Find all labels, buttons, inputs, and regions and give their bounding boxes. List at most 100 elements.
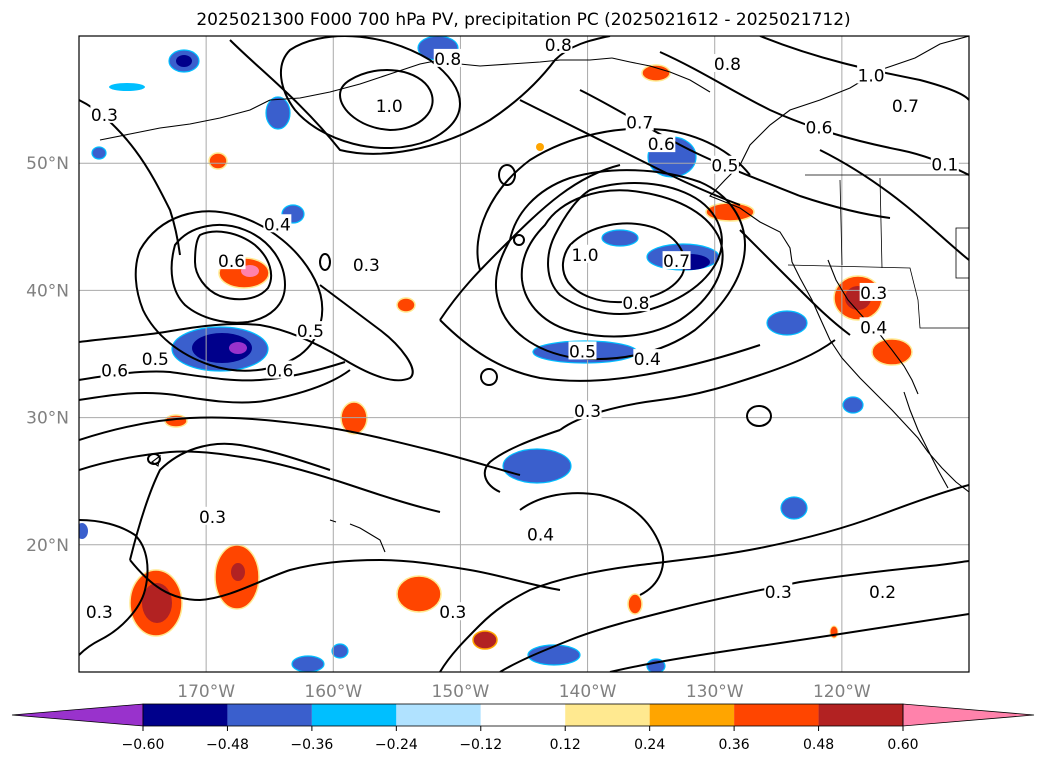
precip-blob-negative bbox=[91, 146, 107, 160]
precip-blob-positive bbox=[164, 414, 188, 428]
precip-blob-negative bbox=[527, 644, 581, 666]
precip-blob-negative bbox=[176, 55, 192, 67]
colorbar-segment bbox=[227, 704, 312, 726]
contour-label: 0.6 bbox=[805, 119, 832, 139]
precip-blob-negative bbox=[842, 396, 864, 414]
contour-label-bg bbox=[764, 581, 793, 600]
precip-blob-negative bbox=[109, 83, 145, 91]
longitude-labels: 170°W 160°W 150°W 140°W 130°W 120°W bbox=[177, 682, 871, 702]
colorbar-segment bbox=[734, 704, 819, 726]
lat-tick-label: 40°N bbox=[26, 281, 69, 301]
precip-blob-negative bbox=[79, 523, 88, 539]
colorbar-segment bbox=[396, 704, 481, 726]
contour-label: 0.3 bbox=[574, 402, 601, 422]
contour-label: 0.5 bbox=[142, 350, 169, 370]
contour-label-bg bbox=[713, 53, 742, 72]
contour-label-bg bbox=[352, 254, 381, 273]
contour-label: 0.3 bbox=[353, 256, 380, 276]
precip-blob-negative bbox=[291, 655, 325, 672]
contour-label-bg bbox=[85, 602, 114, 621]
precip-blob-positive bbox=[536, 143, 544, 151]
contour-label: 0.7 bbox=[626, 113, 653, 133]
colorbar-segment bbox=[818, 704, 903, 726]
contour-label: 0.1 bbox=[931, 155, 958, 175]
colorbar: −0.60 −0.48 −0.36 −0.24 −0.12 0.12 0.24 0.36 0.4… bbox=[11, 703, 1035, 753]
contour-label: 0.3 bbox=[765, 583, 792, 603]
contour-label-bg bbox=[263, 214, 292, 233]
contour-label-bg bbox=[633, 349, 662, 368]
contour-label-bg bbox=[438, 602, 467, 621]
contour-label: 1.0 bbox=[376, 97, 403, 117]
precip-blob-negative bbox=[331, 643, 349, 659]
contour-label-bg bbox=[296, 321, 325, 340]
colorbar-tick-label: 0.36 bbox=[719, 737, 750, 753]
contour-label-bg bbox=[804, 117, 833, 136]
contour-label: 0.3 bbox=[91, 106, 118, 126]
lon-tick-label: 160°W bbox=[304, 682, 362, 702]
contour-label-bg bbox=[265, 360, 294, 379]
precip-blob-positive bbox=[396, 297, 416, 313]
contour-label: 0.7 bbox=[663, 252, 690, 272]
precip-blob-positive bbox=[142, 583, 172, 623]
contour-label-bg bbox=[198, 506, 227, 525]
contour-labels: 0.80.8 0.81.00.71.00.3 0.7 0.60.60.5 0.10.41… bbox=[85, 36, 959, 623]
contour-label-bg bbox=[544, 36, 573, 53]
contour-label-bg bbox=[571, 244, 600, 263]
contour-label: 0.5 bbox=[569, 342, 596, 362]
contour-label-bg bbox=[859, 317, 888, 336]
contour-label-bg bbox=[526, 524, 555, 543]
contour-label: 1.0 bbox=[572, 246, 599, 266]
contour-label: 0.8 bbox=[714, 55, 741, 75]
contour-label-bg bbox=[90, 104, 119, 123]
colorbar-segment bbox=[311, 704, 397, 726]
colorbar-segment bbox=[480, 704, 566, 726]
contour-label: 0.4 bbox=[634, 350, 661, 370]
contour-label-bg bbox=[857, 65, 886, 84]
contour-label-bg bbox=[433, 48, 462, 67]
precip-blob-negative bbox=[780, 496, 808, 520]
lon-tick-label: 150°W bbox=[432, 682, 490, 702]
lon-tick-label: 170°W bbox=[177, 682, 235, 702]
contour-label-bg bbox=[868, 581, 897, 600]
precip-blob-negative bbox=[265, 96, 291, 130]
colorbar-tick-label: −0.24 bbox=[375, 737, 418, 753]
colorbar-tick-label: 0.12 bbox=[550, 737, 581, 753]
contour-label: 0.3 bbox=[860, 284, 887, 304]
coastlines bbox=[99, 36, 969, 553]
contour-label: 0.7 bbox=[892, 97, 919, 117]
colorbar-segment bbox=[565, 704, 650, 726]
contour-label-bg bbox=[625, 112, 654, 131]
contour-label: 0.3 bbox=[199, 508, 226, 528]
precip-blob-positive bbox=[641, 64, 671, 82]
lon-tick-label: 120°W bbox=[813, 682, 871, 702]
precip-blob-positive bbox=[396, 575, 442, 613]
precip-blob-negative bbox=[229, 342, 247, 354]
contour-label-bg bbox=[891, 95, 920, 114]
contour-label-bg bbox=[662, 251, 691, 270]
contour-label: 0.3 bbox=[439, 603, 466, 623]
contour-label-bg bbox=[100, 360, 129, 379]
contour-label: 0.6 bbox=[218, 252, 245, 272]
lat-tick-label: 20°N bbox=[26, 536, 69, 556]
contour-label-bg bbox=[859, 282, 888, 301]
colorbar-tick-label: −0.12 bbox=[459, 737, 502, 753]
country-borders bbox=[787, 174, 969, 329]
lat-tick-label: 50°N bbox=[26, 154, 69, 174]
contour-label: 0.8 bbox=[545, 36, 572, 56]
contour-label-bg bbox=[568, 341, 597, 360]
contour-label-bg bbox=[930, 154, 959, 173]
contour-label-bg bbox=[141, 349, 170, 368]
contour-label: 0.5 bbox=[711, 157, 738, 177]
contour-label-bg bbox=[375, 95, 404, 114]
contour-label: 0.6 bbox=[648, 135, 675, 155]
contour-label-bg bbox=[217, 251, 246, 270]
precip-blob-positive bbox=[705, 202, 755, 222]
precip-blob-negative bbox=[192, 333, 252, 363]
map-frame bbox=[78, 35, 970, 673]
precip-blob-positive bbox=[871, 338, 913, 366]
colorbar-tick-label: −0.60 bbox=[122, 737, 165, 753]
precip-blob-positive bbox=[472, 630, 498, 650]
precip-blob-positive bbox=[231, 563, 245, 581]
contour-label: 0.6 bbox=[101, 362, 128, 382]
